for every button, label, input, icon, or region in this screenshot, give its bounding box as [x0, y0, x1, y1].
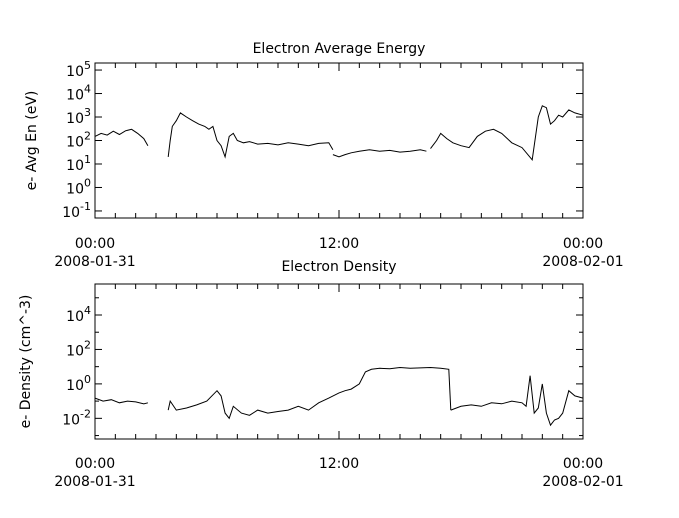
- energy-panel-x-tick-time: 00:00: [563, 236, 603, 252]
- density-panel-x-tick-time: 12:00: [319, 456, 359, 472]
- energy-panel-title: Electron Average Energy: [253, 41, 426, 57]
- energy-panel-x-tick-date: 2008-01-31: [54, 254, 135, 270]
- energy-panel-y-tick-label: 105: [66, 59, 91, 80]
- density-panel-series-line: [94, 397, 149, 405]
- density-panel-x-tick-time: 00:00: [75, 456, 115, 472]
- energy-panel: Electron Average Energy e- Avg En (eV) 1…: [24, 41, 624, 270]
- density-panel-y-ticks: 10-2 100 102 104: [62, 297, 583, 437]
- density-panel-title: Electron Density: [281, 259, 396, 275]
- energy-panel-y-tick-label: 104: [66, 83, 91, 104]
- density-panel-y-tick-label: 100: [66, 373, 91, 394]
- energy-panel-series-line: [94, 128, 149, 146]
- density-panel-y-tick-label: 104: [66, 304, 91, 325]
- density-panel-y-tick-label: 102: [66, 338, 91, 359]
- energy-panel-x-ticks: 00:00 2008-01-31 12:00 00:00 2008-02-01: [54, 63, 624, 270]
- density-panel: Electron Density e- Density (cm^-3) 10-2…: [18, 259, 624, 490]
- energy-panel-y-tick-label: 101: [66, 153, 91, 174]
- density-panel-series-line: [167, 366, 452, 420]
- energy-panel-y-tick-label: 103: [66, 106, 91, 127]
- energy-panel-series-line: [332, 149, 427, 158]
- energy-panel-series-line: [430, 105, 584, 161]
- energy-panel-y-tick-label: 100: [66, 176, 91, 197]
- energy-panel-y-tick-label: 102: [66, 130, 91, 151]
- density-panel-series: [94, 366, 584, 427]
- density-panel-x-ticks: 00:00 2008-01-31 12:00 00:00 2008-02-01: [54, 284, 624, 490]
- energy-panel-y-axis-label: e- Avg En (eV): [24, 91, 40, 191]
- density-panel-x-tick-date: 2008-02-01: [542, 474, 623, 490]
- energy-panel-x-tick-time: 00:00: [75, 236, 115, 252]
- density-panel-y-axis-label: e- Density (cm^-3): [18, 295, 34, 429]
- density-panel-x-tick-date: 2008-01-31: [54, 474, 135, 490]
- energy-panel-y-tick-label: 10-1: [62, 200, 91, 221]
- energy-panel-series: [94, 105, 584, 161]
- energy-panel-x-tick-time: 12:00: [319, 236, 359, 252]
- density-panel-x-tick-time: 00:00: [563, 456, 603, 472]
- energy-panel-x-tick-date: 2008-02-01: [542, 254, 623, 270]
- energy-panel-series-line: [167, 112, 334, 159]
- density-panel-y-tick-label: 10-2: [62, 407, 91, 428]
- density-panel-series-line: [450, 375, 584, 427]
